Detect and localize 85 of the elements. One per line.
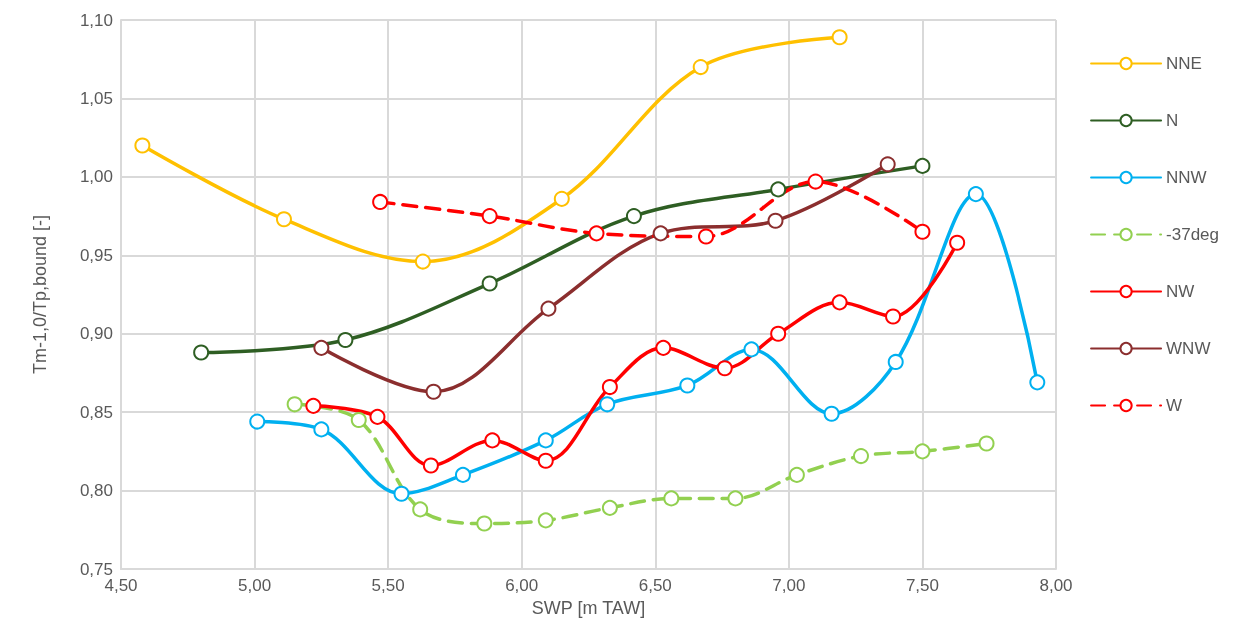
point <box>807 173 824 190</box>
point <box>914 157 931 174</box>
y-tick-label: 0,90 <box>79 324 113 344</box>
point <box>425 383 442 400</box>
x-tick-label: 7,00 <box>772 576 806 595</box>
point <box>553 190 570 207</box>
legend-label: WNW <box>1166 339 1211 358</box>
point <box>727 490 744 507</box>
point <box>481 208 498 225</box>
y-tick-label: 1,10 <box>79 10 113 30</box>
point <box>853 448 869 465</box>
x-tick-label: 6,50 <box>638 576 672 595</box>
point <box>879 156 896 173</box>
point <box>313 339 330 356</box>
point <box>422 457 439 474</box>
x-tick-label: 4,50 <box>104 576 138 595</box>
legend-label: N <box>1166 111 1179 130</box>
x-tick-label: 7,50 <box>905 576 939 595</box>
point <box>949 234 966 251</box>
point <box>193 344 210 361</box>
y-tick-label: 1,05 <box>79 88 113 108</box>
point <box>887 353 904 370</box>
point <box>823 405 840 422</box>
point <box>588 225 605 242</box>
point <box>484 432 501 449</box>
point <box>978 435 995 452</box>
y-tick-label: 0,85 <box>79 402 113 422</box>
point <box>372 193 389 210</box>
point <box>663 490 680 507</box>
point <box>914 223 931 240</box>
point <box>831 294 848 311</box>
x-tick-label: 5,50 <box>371 576 405 595</box>
y-tick-label: 1,00 <box>79 167 113 187</box>
legend-label: NW <box>1166 282 1195 301</box>
point <box>476 515 493 532</box>
point <box>652 225 669 242</box>
point <box>454 466 471 483</box>
y-tick-label: 0,80 <box>79 481 113 501</box>
point <box>313 421 330 438</box>
point <box>770 325 787 342</box>
point <box>134 137 151 154</box>
point <box>1029 374 1046 391</box>
point <box>537 432 554 449</box>
point <box>716 360 733 377</box>
point <box>540 300 557 317</box>
x-tick-label: 8,00 <box>1039 576 1073 595</box>
y-tick-label: 0,95 <box>79 245 113 265</box>
point <box>599 396 616 413</box>
point <box>369 408 386 425</box>
point <box>625 208 642 225</box>
point <box>286 396 303 413</box>
point <box>414 253 431 270</box>
x-tick-label: 6,00 <box>505 576 539 595</box>
point <box>679 377 696 394</box>
point <box>967 186 984 203</box>
x-tick-label: 5,00 <box>238 576 272 595</box>
legend-label: -37deg <box>1166 225 1219 244</box>
point <box>831 29 848 46</box>
point <box>350 411 367 428</box>
legend-label: NNE <box>1166 54 1202 73</box>
point <box>692 59 709 76</box>
point <box>537 452 554 469</box>
point <box>481 275 498 292</box>
point <box>788 466 805 483</box>
x-axis-title: SWP [m TAW] <box>531 598 646 618</box>
legend-label: NNW <box>1166 168 1207 187</box>
point <box>655 339 672 356</box>
point <box>537 512 554 529</box>
point <box>914 443 931 460</box>
point <box>601 499 618 516</box>
legend-label: W <box>1166 396 1183 415</box>
point <box>393 485 410 502</box>
point <box>337 331 354 348</box>
y-tick-label: 0,75 <box>79 559 113 579</box>
point <box>601 379 618 396</box>
point <box>743 341 760 358</box>
point <box>885 308 902 325</box>
y-axis-title: Tm-1,0/Tp,bound [-] <box>30 214 50 375</box>
point <box>770 181 787 198</box>
point <box>698 228 715 245</box>
point <box>249 413 266 430</box>
point <box>767 212 784 229</box>
point <box>275 211 292 228</box>
point <box>305 397 322 414</box>
point <box>412 501 429 518</box>
